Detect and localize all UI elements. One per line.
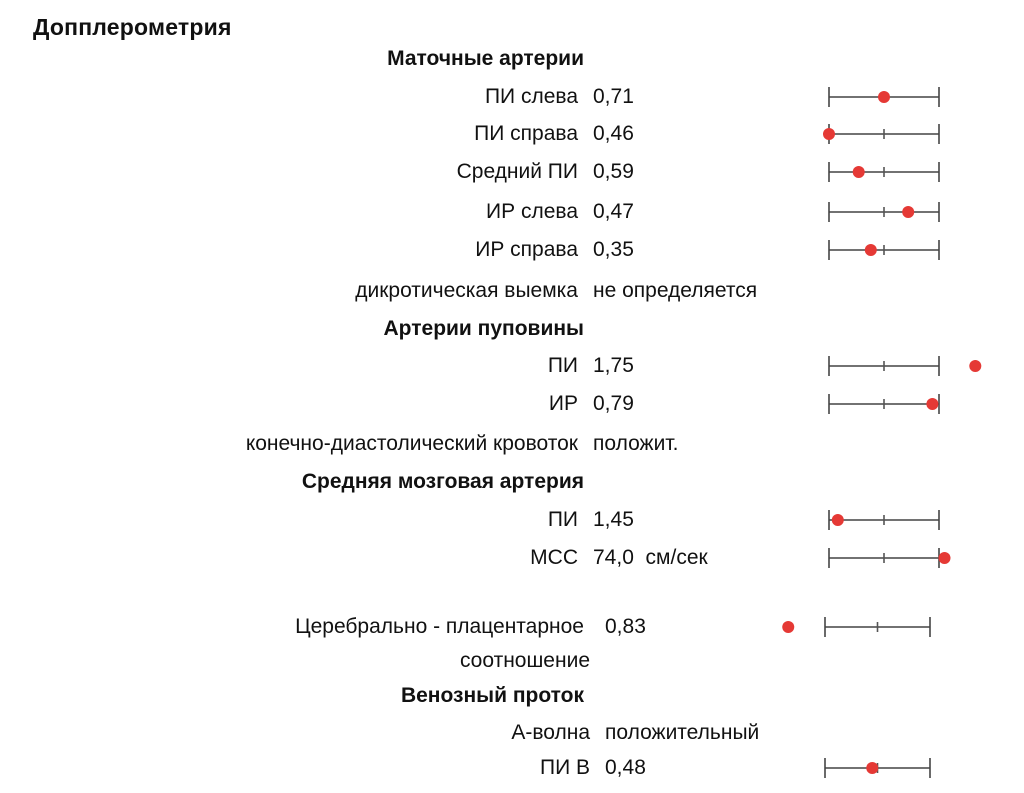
param-value: 0,46: [593, 122, 634, 145]
value-marker: [864, 244, 877, 256]
row-pi-v: ПИ В 0,48: [0, 752, 1024, 784]
row-end-diastolic-flow: конечно-диастолический кровоток положит.: [0, 428, 1024, 460]
value-marker: [969, 360, 982, 372]
reference-scale: [828, 202, 940, 222]
row-mean-pi: Средний ПИ 0,59: [0, 156, 1024, 188]
param-label: МСС: [530, 546, 578, 569]
param-value: положительный: [605, 721, 760, 744]
row-pi-left: ПИ слева 0,71: [0, 81, 1024, 113]
param-value: 0,48: [605, 756, 646, 779]
reference-scale: [828, 548, 951, 568]
param-value: 1,75: [593, 354, 634, 377]
section-label: Маточные артерии: [387, 47, 584, 70]
value-marker: [823, 128, 835, 140]
param-label: дикротическая выемка: [355, 279, 578, 302]
reference-scale: [828, 162, 940, 182]
param-value: 0,79: [593, 392, 634, 415]
reference-scale: [782, 617, 931, 637]
param-label: ИР слева: [486, 200, 578, 223]
value-marker: [926, 398, 939, 410]
section-umbilical-arteries: Артерии пуповины: [0, 313, 1024, 345]
param-value: 1,45: [593, 508, 634, 531]
param-label: ПИ: [547, 508, 578, 531]
param-value: 0,59: [593, 160, 634, 183]
value-marker: [831, 514, 844, 526]
row-dicrotic-notch: дикротическая выемка не определяется: [0, 275, 1024, 307]
reference-scale: [823, 124, 940, 144]
param-label: ИР справа: [475, 238, 578, 261]
param-value: 0,47: [593, 200, 634, 223]
reference-scale: [828, 240, 940, 260]
row-cpr: Церебрально - плацентарное 0,83: [0, 611, 1024, 643]
param-value: 0,83: [605, 615, 646, 638]
param-label: соотношение: [459, 649, 590, 672]
param-label: конечно-диастолический кровоток: [245, 432, 578, 455]
reference-scale: [828, 510, 940, 530]
row-mca-pi: ПИ 1,45: [0, 504, 1024, 536]
value-marker: [902, 206, 915, 218]
param-value: 0,35: [593, 238, 634, 261]
row-umbilical-ri: ИР 0,79: [0, 388, 1024, 420]
param-value: положит.: [593, 432, 679, 455]
reference-scale: [828, 394, 940, 414]
value-marker: [866, 762, 879, 774]
param-value: 74,0 см/сек: [593, 546, 708, 569]
value-marker: [852, 166, 865, 178]
param-value: 0,71: [593, 85, 634, 108]
section-label: Средняя мозговая артерия: [301, 470, 584, 493]
section-label: Венозный проток: [400, 684, 584, 707]
param-value: не определяется: [593, 279, 758, 302]
param-label: А-волна: [511, 721, 590, 744]
section-label: Артерии пуповины: [383, 317, 584, 340]
param-label: ПИ В: [539, 756, 590, 779]
row-umbilical-pi: ПИ 1,75: [0, 350, 1024, 382]
reference-scale: [828, 87, 940, 107]
section-middle-cerebral-artery: Средняя мозговая артерия: [0, 466, 1024, 498]
row-cpr-line2: соотношение: [0, 645, 1024, 677]
value-marker: [878, 91, 890, 103]
section-venous-duct: Венозный проток: [0, 680, 1024, 712]
row-a-wave: А-волна положительный: [0, 717, 1024, 749]
param-label: Средний ПИ: [456, 160, 578, 183]
row-ri-left: ИР слева 0,47: [0, 196, 1024, 228]
value-marker: [938, 552, 951, 564]
row-pi-right: ПИ справа 0,46: [0, 118, 1024, 150]
param-label: ПИ: [547, 354, 578, 377]
param-label: ПИ слева: [484, 85, 578, 108]
param-label: ИР: [548, 392, 578, 415]
value-marker: [782, 621, 795, 633]
section-uterine-arteries: Маточные артерии: [0, 43, 1024, 75]
page-title: Допплерометрия: [33, 14, 232, 40]
reference-scale: [828, 356, 982, 376]
reference-scale: [824, 758, 931, 778]
row-mca-psv: МСС 74,0 см/сек: [0, 542, 1024, 574]
param-label: Церебрально - плацентарное: [295, 615, 584, 638]
param-label: ПИ справа: [474, 122, 578, 145]
row-ri-right: ИР справа 0,35: [0, 234, 1024, 266]
